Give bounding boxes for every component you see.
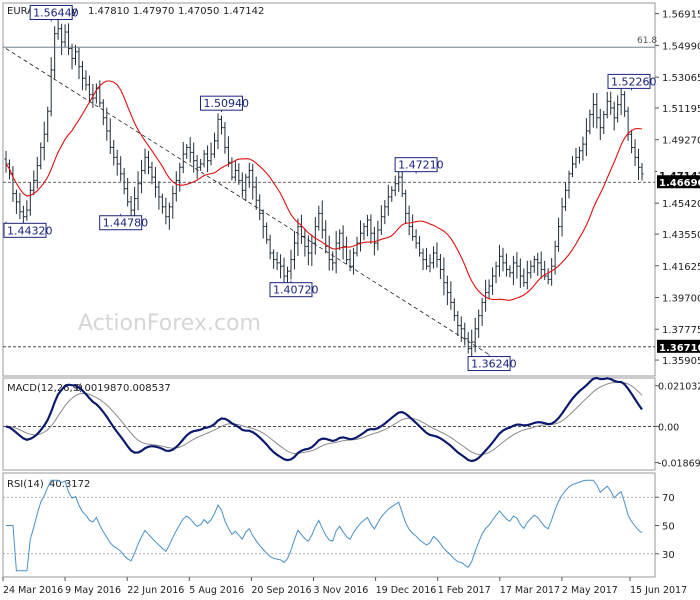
time-axis-label: 15 Jun 2017 bbox=[630, 585, 687, 596]
price-annotation-label: 1.50940 bbox=[203, 97, 249, 110]
price-annotation-label: 1.44780 bbox=[103, 217, 149, 230]
ohlc-value: 1.47142 bbox=[223, 6, 264, 17]
price-annotation-label: 1.36240 bbox=[471, 358, 517, 371]
rsi-axis-label: 50 bbox=[662, 522, 675, 533]
rsi-readout: 40.3172 bbox=[49, 479, 90, 490]
rsi-title: RSI(14) bbox=[7, 479, 44, 490]
price-axis-label: 1.49270 bbox=[662, 136, 700, 147]
price-panel-frame bbox=[2, 2, 656, 377]
macd-axis-label: -0.018696 bbox=[658, 459, 700, 470]
time-axis-label: 17 Mar 2017 bbox=[500, 585, 560, 596]
level-tag: 1.36710 bbox=[659, 343, 700, 354]
price-layer: 61.8 1.56440 1.44320 1.44780 1.50940 1.40720 1… bbox=[3, 4, 657, 372]
ohlc-value: 1.47810 bbox=[88, 6, 129, 17]
rsi-layer bbox=[3, 479, 655, 572]
macd-axis-label: 0.021032 bbox=[658, 382, 700, 393]
price-axis-label: 1.54990 bbox=[662, 41, 700, 52]
price-axis-label: 1.56915 bbox=[662, 10, 700, 21]
ohlc-value: 1.47050 bbox=[178, 6, 219, 17]
price-axis-label: 1.45420 bbox=[662, 199, 700, 210]
level-tag: 1.46690 bbox=[659, 178, 700, 189]
watermark: ActionForex.com bbox=[78, 311, 261, 336]
trendline bbox=[5, 48, 490, 355]
price-annotation-label: 1.56440 bbox=[33, 6, 79, 19]
time-axis-label: 22 Jun 2016 bbox=[127, 585, 184, 596]
macd-title: MACD(12,26,9) bbox=[7, 383, 83, 394]
macd-readout: 0.001987 0.008537 bbox=[75, 383, 171, 394]
time-axis-label: 1 Feb 2017 bbox=[438, 585, 491, 596]
macd-line bbox=[5, 376, 643, 463]
axis-layer: 1.569151.549901.530651.511951.492701.473… bbox=[2, 10, 700, 596]
time-axis-label: 5 Aug 2016 bbox=[189, 585, 244, 596]
price-annotation-label: 1.40720 bbox=[273, 284, 319, 297]
time-axis-label: 24 Mar 2016 bbox=[3, 585, 63, 596]
price-annotation-label: 1.44320 bbox=[7, 224, 53, 237]
time-axis-label: 19 Dec 2016 bbox=[376, 585, 437, 596]
moving-average-line bbox=[5, 80, 643, 301]
time-axis-label: 2 May 2017 bbox=[562, 585, 618, 596]
price-axis-label: 1.43550 bbox=[662, 230, 700, 241]
price-axis-label: 1.41625 bbox=[662, 262, 700, 273]
macd-signal-line bbox=[5, 381, 643, 456]
time-axis-label: 3 Nov 2016 bbox=[314, 585, 369, 596]
level-tag-box bbox=[657, 175, 700, 189]
price-annotation-box bbox=[607, 73, 651, 89]
price-axis-label: 1.53065 bbox=[662, 73, 700, 84]
macd-value: 0.001987 bbox=[75, 383, 123, 394]
rsi-axis-label: 70 bbox=[662, 493, 675, 504]
ohlc-readout: 1.47810 1.47970 1.47050 1.47142 bbox=[88, 6, 264, 17]
price-axis-label: 1.51195 bbox=[662, 104, 700, 115]
price-axis-label: 1.39700 bbox=[662, 294, 700, 305]
price-annotation-box bbox=[3, 222, 47, 238]
time-axis-label: 20 Sep 2016 bbox=[251, 585, 311, 596]
price-annotation-label: 1.52260 bbox=[611, 75, 657, 88]
level-tag-box bbox=[657, 339, 700, 353]
macd-value: 0.008537 bbox=[123, 383, 171, 394]
price-axis-label: 1.37775 bbox=[662, 325, 700, 336]
rsi-axis-label: 30 bbox=[662, 550, 675, 561]
rsi-line bbox=[6, 479, 643, 572]
time-axis-label: 9 May 2016 bbox=[65, 585, 121, 596]
price-axis-label: 1.35905 bbox=[662, 356, 700, 367]
macd-axis-label: 0.00 bbox=[658, 422, 679, 433]
ohlc-value: 1.47970 bbox=[133, 6, 174, 17]
price-annotation-label: 1.47210 bbox=[398, 159, 444, 172]
fib-level-label: 61.8 bbox=[637, 36, 657, 46]
macd-panel-frame bbox=[2, 377, 656, 471]
macd-layer bbox=[3, 376, 655, 463]
